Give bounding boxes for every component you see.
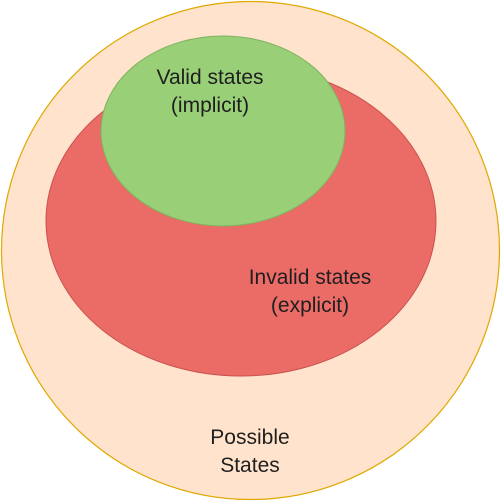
invalid-states-label: Invalid states (explicit) — [210, 264, 410, 320]
valid-states-line-1: Valid states — [156, 66, 264, 89]
possible-states-line-2: States — [220, 454, 280, 477]
valid-states-label: Valid states (implicit) — [110, 64, 310, 120]
valid-states-region — [100, 35, 346, 227]
valid-states-line-2: (implicit) — [170, 94, 250, 117]
possible-states-label: Possible States — [150, 424, 350, 480]
invalid-states-line-1: Invalid states — [248, 266, 372, 289]
possible-states-line-1: Possible — [210, 426, 290, 449]
invalid-states-line-2: (explicit) — [270, 294, 350, 317]
